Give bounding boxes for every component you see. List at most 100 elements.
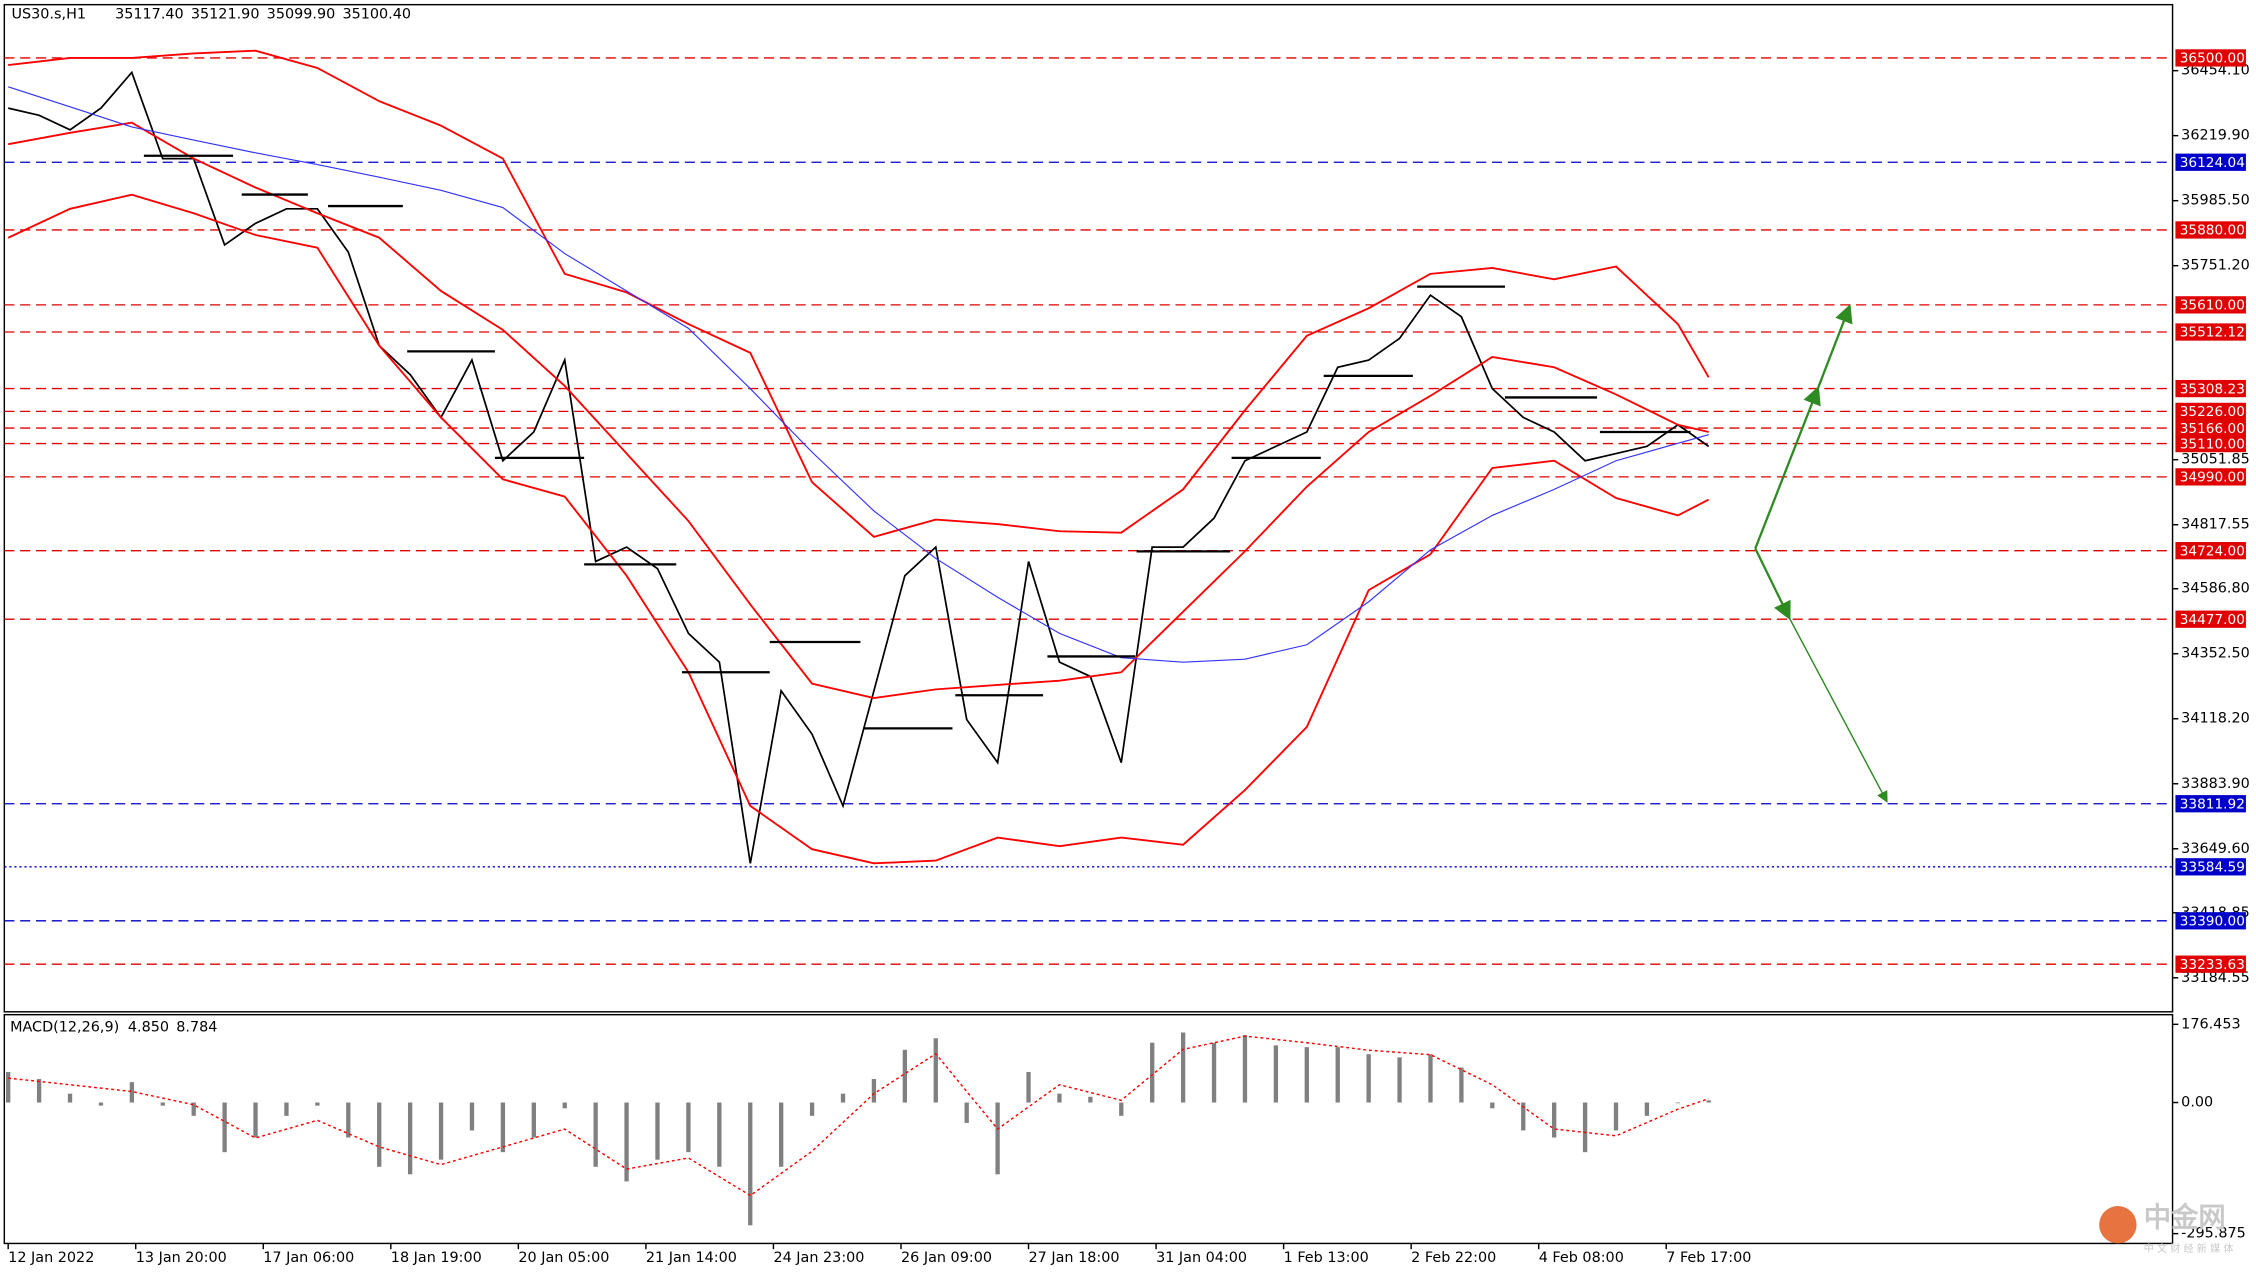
macd-bar <box>253 1102 258 1138</box>
x-tick-label: 17 Jan 06:00 <box>263 1250 354 1266</box>
y-tick-label: 36454.10 <box>2181 63 2250 79</box>
x-tick-label: 20 Jan 05:00 <box>518 1250 609 1266</box>
level-label: 35110.00 <box>2180 436 2245 452</box>
annotation-segments <box>143 154 1691 730</box>
level-label-box <box>2175 153 2246 171</box>
macd-bar <box>531 1102 536 1138</box>
macd-bar <box>1552 1102 1557 1138</box>
macd-bar <box>36 1079 42 1103</box>
level-label-box <box>2175 912 2246 930</box>
macd-bar <box>717 1102 722 1167</box>
x-tick-label: 21 Jan 14:00 <box>646 1250 737 1266</box>
y-tick-label: 34586.80 <box>2181 581 2250 597</box>
ohlc-value: 35121.90 <box>191 7 260 23</box>
price-line <box>7 193 1710 865</box>
level-label: 36500.00 <box>2180 51 2245 67</box>
y-tick-label: 34817.55 <box>2181 517 2250 533</box>
symbol-title: US30.s,H1 <box>12 7 87 23</box>
level-label: 34724.00 <box>2180 543 2245 559</box>
macd-bar <box>500 1102 506 1153</box>
macd-bar <box>593 1102 598 1167</box>
level-label-box <box>2175 610 2246 628</box>
macd-bar <box>1180 1032 1186 1103</box>
macd-bar <box>1490 1102 1495 1109</box>
macd-bar <box>1335 1047 1340 1103</box>
x-tick-label: 13 Jan 20:00 <box>136 1250 227 1266</box>
price-line <box>8 121 1709 699</box>
level-label: 35512.12 <box>2180 325 2245 341</box>
y-tick-label: 0.00 <box>2181 1095 2213 1111</box>
macd-bar <box>469 1102 475 1131</box>
macd-title: MACD(12,26,9) <box>10 1020 119 1036</box>
macd-bar <box>871 1079 877 1103</box>
y-tick-label: 33883.90 <box>2181 776 2250 792</box>
macd-bar <box>562 1102 567 1109</box>
level-label-box <box>2175 955 2246 973</box>
y-tick-label: 176.453 <box>2181 1016 2240 1032</box>
macd-bar <box>1582 1102 1588 1153</box>
macd-bar <box>1026 1071 1031 1103</box>
macd-bar <box>67 1093 73 1103</box>
y-tick-label: 34352.50 <box>2181 646 2250 662</box>
macd-bar <box>191 1102 196 1116</box>
level-label-box <box>2175 49 2246 67</box>
macd-bar <box>377 1102 382 1167</box>
y-tick-label: 35751.20 <box>2181 258 2250 274</box>
macd-bar <box>995 1102 1000 1175</box>
macd-bar <box>1613 1102 1619 1131</box>
macd-bar <box>1459 1067 1464 1103</box>
level-label: 33584.59 <box>2180 860 2245 876</box>
level-label: 33233.63 <box>2180 957 2245 973</box>
macd-current: 4.850 <box>128 1020 169 1036</box>
level-label: 35610.00 <box>2180 298 2245 314</box>
x-tick-label: 31 Jan 04:00 <box>1156 1250 1247 1266</box>
macd-bar <box>1675 1102 1680 1104</box>
y-tick-label: 33184.55 <box>2181 970 2250 986</box>
macd-bar <box>1057 1093 1062 1103</box>
level-label: 35880.00 <box>2180 223 2245 239</box>
signal-line <box>8 1035 1709 1197</box>
macd-bar <box>160 1102 165 1106</box>
level-label-box <box>2175 402 2246 421</box>
macd-bar <box>1119 1102 1124 1116</box>
macd-bar <box>964 1102 969 1123</box>
macd-bar <box>407 1102 413 1175</box>
macd-bar <box>686 1102 691 1153</box>
y-tick-label: 35985.50 <box>2181 193 2250 209</box>
macd-bar <box>1706 1100 1711 1103</box>
level-label-box <box>2175 468 2246 486</box>
x-tick-label: 26 Jan 09:00 <box>901 1250 992 1266</box>
x-tick-label: 7 Feb 17:00 <box>1666 1250 1751 1266</box>
level-label-box <box>2175 434 2246 453</box>
macd-bar <box>655 1102 660 1160</box>
price-line <box>8 70 1710 864</box>
macd-bar <box>1242 1035 1248 1103</box>
macd-bar <box>1088 1096 1093 1103</box>
level-label-box <box>2175 379 2246 398</box>
level-label: 33390.00 <box>2180 914 2245 930</box>
level-label: 33811.92 <box>2180 796 2245 812</box>
level-label: 35166.00 <box>2180 421 2245 437</box>
y-tick-label: 34118.20 <box>2181 711 2250 727</box>
ohlc-value: 35099.90 <box>267 7 336 23</box>
price-line <box>8 49 1710 538</box>
macd-bar <box>840 1093 846 1103</box>
macd-bar <box>1521 1102 1526 1131</box>
macd-bar <box>1150 1042 1155 1103</box>
macd-panel-frame <box>3 1013 2174 1245</box>
macd-bar <box>1428 1054 1433 1103</box>
plot-layer: 36454.10 36219.90 35985.50 35751.20 35051.85… <box>4 7 2250 1266</box>
level-label-box <box>2175 419 2246 437</box>
macd-bar <box>1304 1047 1309 1103</box>
macd-bar <box>98 1102 104 1106</box>
macd-bar <box>346 1102 351 1138</box>
watermark-subtitle: 中 文 财 经 新 媒 体 <box>2144 1242 2234 1255</box>
level-label-box <box>2175 296 2246 314</box>
arrow <box>1816 303 1853 391</box>
ohlc-value: 35117.40 <box>115 7 184 23</box>
macd-bar <box>1211 1042 1217 1103</box>
x-tick-label: 2 Feb 22:00 <box>1411 1250 1496 1266</box>
level-label: 35308.23 <box>2180 381 2245 397</box>
